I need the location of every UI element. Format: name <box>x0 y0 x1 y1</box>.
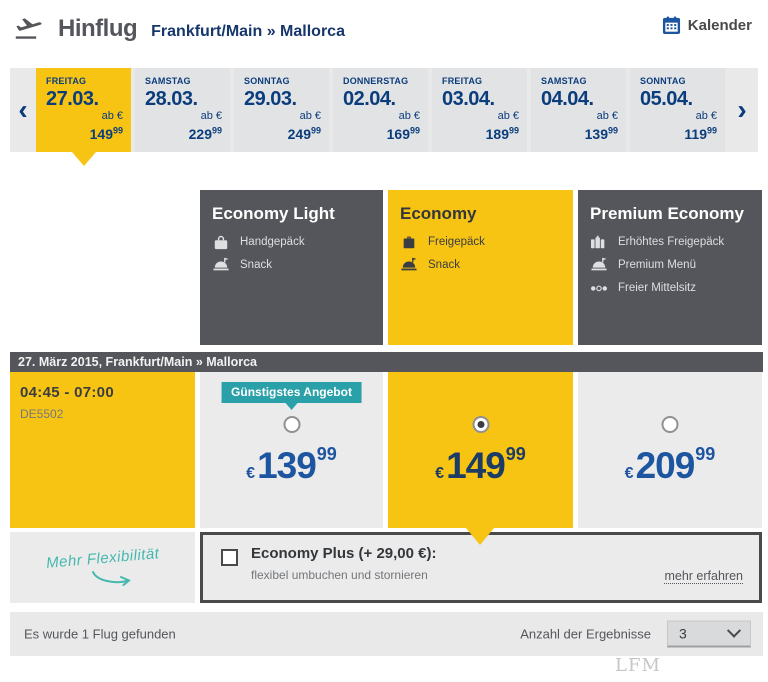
day-name: DONNERSTAG <box>343 76 409 86</box>
more-info-link[interactable]: mehr erfahren <box>664 569 743 584</box>
day-price: ab €18999 <box>485 110 519 142</box>
day-price: ab €24999 <box>287 110 321 142</box>
day-date: 29.03. <box>244 88 297 110</box>
fare-feature: Snack <box>400 257 561 273</box>
fare-feature: Snack <box>212 257 371 273</box>
best-offer-badge: Günstigstes Angebot <box>221 382 362 410</box>
day-tab-03-04[interactable]: FREITAG 03.04. ab €18999 <box>432 68 527 152</box>
results-count-value: 3 <box>679 625 687 642</box>
fare-header-economy: Economy Freigepäck Snack <box>388 190 573 345</box>
fare-feature-label: Snack <box>240 259 272 272</box>
fare-feature-label: Snack <box>428 259 460 272</box>
carousel-next-button[interactable]: › <box>737 94 747 125</box>
offer-radio[interactable] <box>661 416 679 433</box>
fare-title: Economy Light <box>212 204 335 223</box>
cloche-icon <box>212 257 231 273</box>
results-count-group: Anzahl der Ergebnisse 3 <box>520 620 751 648</box>
fare-title: Premium Economy <box>590 204 744 223</box>
fare-feature: Premium Menü <box>590 257 750 273</box>
page-title: Hinflug <box>58 15 138 42</box>
results-count-select[interactable]: 3 <box>667 620 751 648</box>
economy-plus-checkbox[interactable] <box>221 549 238 566</box>
offer-economy-light[interactable]: Günstigstes Angebot €13999 <box>200 372 383 528</box>
offer-radio[interactable] <box>472 416 489 433</box>
results-count-label: Anzahl der Ergebnisse <box>520 626 651 642</box>
fare-header-premium-economy: Premium Economy Erhöhtes Freigepäck Prem… <box>578 190 762 345</box>
day-name: FREITAG <box>442 76 483 86</box>
day-price: ab €22999 <box>188 110 222 142</box>
cloche-icon <box>400 257 419 273</box>
day-tab-27-03[interactable]: FREITAG 27.03. ab €14999 <box>36 68 131 166</box>
suitcases-icon <box>590 234 609 250</box>
offer-price: €20999 <box>624 444 716 486</box>
day-date: 04.04. <box>541 88 594 110</box>
fare-feature-label: Erhöhtes Freigepäck <box>618 236 725 249</box>
economy-plus-title: Economy Plus (+ 29,00 €): <box>251 545 437 562</box>
day-date: 05.04. <box>640 88 693 110</box>
day-tab-02-04[interactable]: DONNERSTAG 02.04. ab €16999 <box>333 68 428 152</box>
day-date: 02.04. <box>343 88 396 110</box>
day-name: FREITAG <box>46 76 87 86</box>
carousel-prev-button[interactable]: ‹ <box>18 94 28 125</box>
day-date: 28.03. <box>145 88 198 110</box>
handbag-icon <box>212 234 231 250</box>
curved-arrow-icon <box>89 568 135 586</box>
calendar-button[interactable]: Kalender <box>662 16 752 35</box>
day-tab-28-03[interactable]: SAMSTAG 28.03. ab €22999 <box>135 68 230 152</box>
watermark: LFM <box>615 655 661 676</box>
day-tab-05-04[interactable]: SONNTAG 05.04. ab €11999 <box>630 68 725 152</box>
day-name: SAMSTAG <box>541 76 587 86</box>
result-date-bar: 27. März 2015, Frankfurt/Main » Mallorca <box>10 352 763 372</box>
offer-price: €14999 <box>435 444 526 486</box>
suitcase-icon <box>400 234 419 250</box>
day-name: SONNTAG <box>640 76 686 86</box>
day-date: 27.03. <box>46 88 99 110</box>
calendar-icon <box>662 16 681 35</box>
chevron-down-icon <box>726 623 742 638</box>
fare-feature: Erhöhtes Freigepäck <box>590 234 750 250</box>
fare-title: Economy <box>400 204 477 223</box>
day-tab-04-04[interactable]: SAMSTAG 04.04. ab €13999 <box>531 68 626 152</box>
flexibility-cell: Mehr Flexibilität <box>10 532 195 603</box>
fare-feature: Freier Mittelsitz <box>590 280 750 296</box>
fare-feature-label: Freier Mittelsitz <box>618 282 696 295</box>
fare-feature: Freigepäck <box>400 234 561 250</box>
route-label: Frankfurt/Main » Mallorca <box>151 23 345 40</box>
fare-feature-label: Premium Menü <box>618 259 696 272</box>
date-carousel: ‹ FREITAG 27.03. ab €14999 SAMSTAG 28.03… <box>10 68 758 166</box>
offer-radio[interactable] <box>283 416 300 433</box>
flight-number: DE5502 <box>20 407 64 421</box>
cloche-icon <box>590 257 609 273</box>
offer-price: €13999 <box>246 444 337 486</box>
fare-feature-label: Handgepäck <box>240 236 305 249</box>
day-name: SONNTAG <box>244 76 290 86</box>
economy-selection-pointer <box>466 528 494 559</box>
day-price: ab €11999 <box>684 110 717 142</box>
fare-feature: Handgepäck <box>212 234 371 250</box>
fare-header-economy-light: Economy Light Handgepäck Snack <box>200 190 383 345</box>
page-header: Hinflug Frankfurt/Main » Mallorca <box>14 12 345 43</box>
day-price: ab €16999 <box>386 110 420 142</box>
day-tab-29-03[interactable]: SONNTAG 29.03. ab €24999 <box>234 68 329 152</box>
seats-icon <box>590 280 609 296</box>
economy-plus-subtitle: flexibel umbuchen und stornieren <box>251 568 428 582</box>
offer-premium-economy[interactable]: €20999 <box>578 372 762 528</box>
day-price: ab €14999 <box>89 110 123 142</box>
offer-economy[interactable]: €14999 <box>388 372 573 528</box>
flight-time: 04:45 - 07:00 <box>20 384 114 401</box>
flight-info-cell: 04:45 - 07:00 DE5502 <box>10 372 195 528</box>
plane-takeoff-icon <box>14 16 44 40</box>
results-footer: Es wurde 1 Flug gefunden Anzahl der Erge… <box>10 612 763 656</box>
day-date: 03.04. <box>442 88 495 110</box>
day-price: ab €13999 <box>584 110 618 142</box>
calendar-label: Kalender <box>687 17 752 34</box>
fare-feature-label: Freigepäck <box>428 236 485 249</box>
results-found-text: Es wurde 1 Flug gefunden <box>24 626 176 642</box>
day-name: SAMSTAG <box>145 76 191 86</box>
